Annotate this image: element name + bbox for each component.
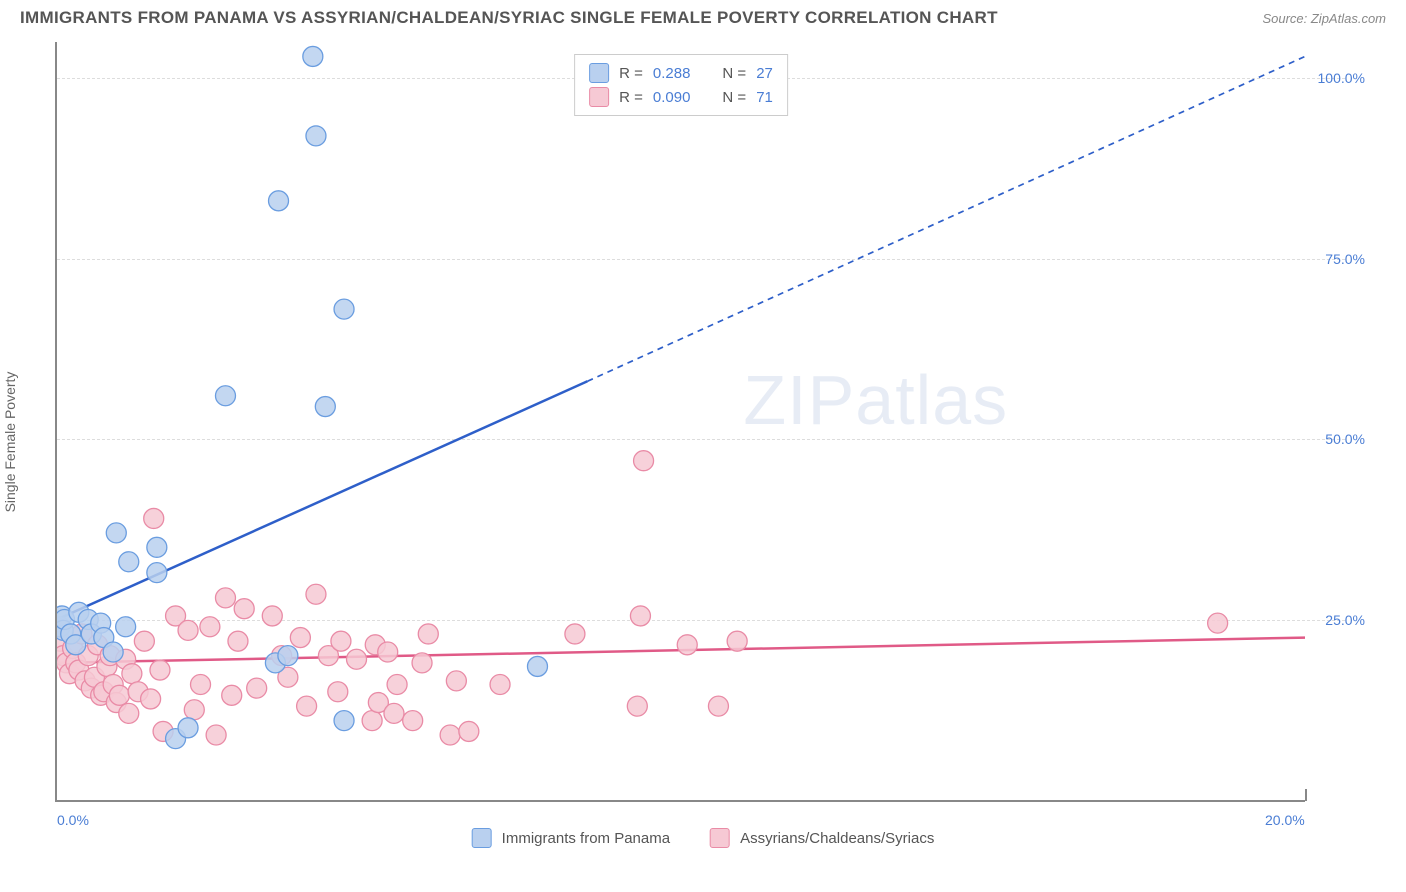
y-tick-label: 75.0% (1325, 251, 1365, 267)
legend-label: Immigrants from Panama (502, 830, 670, 847)
source-label: Source: ZipAtlas.com (1262, 11, 1386, 26)
n-value-1: 71 (756, 89, 773, 106)
plot-area: ZIPatlas R = 0.288 N = 27 R = 0.090 N = … (55, 42, 1305, 802)
swatch-panama (472, 828, 492, 848)
y-axis-label: Single Female Poverty (2, 372, 18, 513)
x-tick-label: 20.0% (1265, 812, 1305, 828)
chart-container: Single Female Poverty ZIPatlas R = 0.288… (0, 32, 1406, 852)
swatch-assyrian (589, 87, 609, 107)
y-tick-label: 50.0% (1325, 431, 1365, 447)
r-label: R = (619, 65, 643, 82)
legend-label: Assyrians/Chaldeans/Syriacs (740, 830, 934, 847)
legend-item: Assyrians/Chaldeans/Syriacs (710, 828, 934, 848)
n-label: N = (722, 65, 746, 82)
legend-stats-row: R = 0.090 N = 71 (589, 85, 773, 109)
x-tick-label: 0.0% (57, 812, 89, 828)
n-label: N = (722, 89, 746, 106)
swatch-panama (589, 63, 609, 83)
legend-stats: R = 0.288 N = 27 R = 0.090 N = 71 (574, 54, 788, 116)
legend-stats-row: R = 0.288 N = 27 (589, 61, 773, 85)
r-label: R = (619, 89, 643, 106)
n-value-0: 27 (756, 65, 773, 82)
r-value-0: 0.288 (653, 65, 691, 82)
chart-title: IMMIGRANTS FROM PANAMA VS ASSYRIAN/CHALD… (20, 8, 998, 28)
swatch-assyrian (710, 828, 730, 848)
r-value-1: 0.090 (653, 89, 691, 106)
scatter-svg (57, 42, 1305, 800)
legend-item: Immigrants from Panama (472, 828, 670, 848)
y-tick-label: 25.0% (1325, 612, 1365, 628)
y-tick-label: 100.0% (1318, 70, 1365, 86)
legend-series: Immigrants from Panama Assyrians/Chaldea… (472, 828, 935, 848)
